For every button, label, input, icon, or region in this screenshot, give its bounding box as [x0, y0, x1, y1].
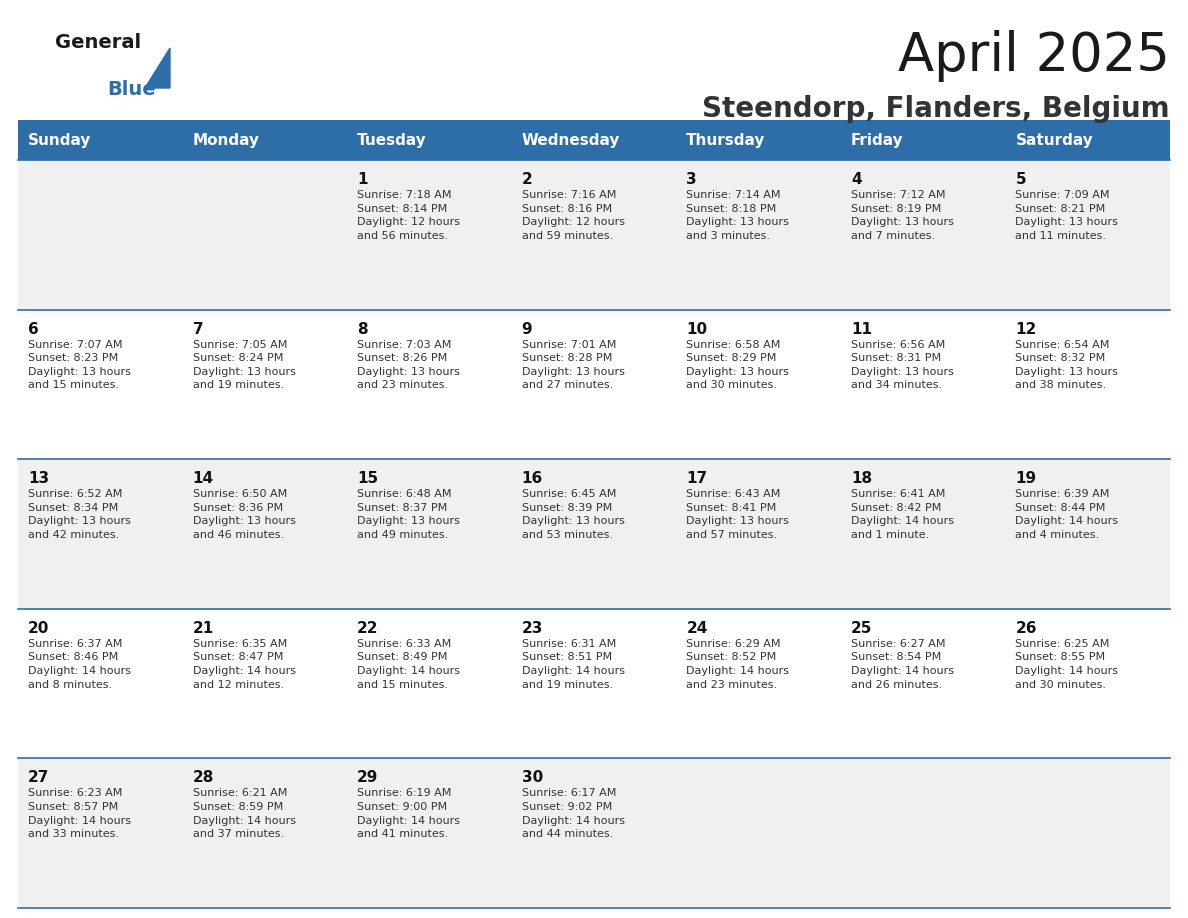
Text: 14: 14: [192, 471, 214, 487]
Bar: [18, 120, 1170, 160]
Text: 9: 9: [522, 321, 532, 337]
Text: Sunrise: 6:25 AM
Sunset: 8:55 PM
Daylight: 14 hours
and 30 minutes.: Sunrise: 6:25 AM Sunset: 8:55 PM Dayligh…: [1016, 639, 1118, 689]
Text: April 2025: April 2025: [898, 30, 1170, 82]
Text: Sunday: Sunday: [29, 132, 91, 148]
Text: 1: 1: [358, 172, 367, 187]
Text: Blue: Blue: [107, 80, 156, 99]
Text: Sunrise: 7:07 AM
Sunset: 8:23 PM
Daylight: 13 hours
and 15 minutes.: Sunrise: 7:07 AM Sunset: 8:23 PM Dayligh…: [29, 340, 131, 390]
Text: 24: 24: [687, 621, 708, 636]
Bar: [18, 758, 1170, 908]
Text: Saturday: Saturday: [1016, 132, 1093, 148]
Text: Friday: Friday: [851, 132, 904, 148]
Text: Wednesday: Wednesday: [522, 132, 620, 148]
Text: 22: 22: [358, 621, 379, 636]
Text: Sunrise: 6:39 AM
Sunset: 8:44 PM
Daylight: 14 hours
and 4 minutes.: Sunrise: 6:39 AM Sunset: 8:44 PM Dayligh…: [1016, 489, 1118, 540]
Bar: [18, 309, 1170, 459]
Text: 7: 7: [192, 321, 203, 337]
Text: Sunrise: 7:09 AM
Sunset: 8:21 PM
Daylight: 13 hours
and 11 minutes.: Sunrise: 7:09 AM Sunset: 8:21 PM Dayligh…: [1016, 190, 1118, 241]
Text: Sunrise: 6:58 AM
Sunset: 8:29 PM
Daylight: 13 hours
and 30 minutes.: Sunrise: 6:58 AM Sunset: 8:29 PM Dayligh…: [687, 340, 789, 390]
Text: Sunrise: 6:31 AM
Sunset: 8:51 PM
Daylight: 14 hours
and 19 minutes.: Sunrise: 6:31 AM Sunset: 8:51 PM Dayligh…: [522, 639, 625, 689]
Text: Monday: Monday: [192, 132, 259, 148]
Text: 2: 2: [522, 172, 532, 187]
Text: 4: 4: [851, 172, 861, 187]
Text: 3: 3: [687, 172, 697, 187]
Text: Sunrise: 6:23 AM
Sunset: 8:57 PM
Daylight: 14 hours
and 33 minutes.: Sunrise: 6:23 AM Sunset: 8:57 PM Dayligh…: [29, 789, 131, 839]
Text: 20: 20: [29, 621, 50, 636]
Text: 26: 26: [1016, 621, 1037, 636]
Text: 25: 25: [851, 621, 872, 636]
Text: Steendorp, Flanders, Belgium: Steendorp, Flanders, Belgium: [702, 95, 1170, 123]
Text: Sunrise: 6:17 AM
Sunset: 9:02 PM
Daylight: 14 hours
and 44 minutes.: Sunrise: 6:17 AM Sunset: 9:02 PM Dayligh…: [522, 789, 625, 839]
Text: 30: 30: [522, 770, 543, 786]
Text: Sunrise: 6:37 AM
Sunset: 8:46 PM
Daylight: 14 hours
and 8 minutes.: Sunrise: 6:37 AM Sunset: 8:46 PM Dayligh…: [29, 639, 131, 689]
Text: 29: 29: [358, 770, 379, 786]
Text: Sunrise: 6:43 AM
Sunset: 8:41 PM
Daylight: 13 hours
and 57 minutes.: Sunrise: 6:43 AM Sunset: 8:41 PM Dayligh…: [687, 489, 789, 540]
Text: 13: 13: [29, 471, 49, 487]
Text: 19: 19: [1016, 471, 1037, 487]
Text: 17: 17: [687, 471, 707, 487]
Text: 27: 27: [29, 770, 50, 786]
Text: Sunrise: 6:41 AM
Sunset: 8:42 PM
Daylight: 14 hours
and 1 minute.: Sunrise: 6:41 AM Sunset: 8:42 PM Dayligh…: [851, 489, 954, 540]
Text: 11: 11: [851, 321, 872, 337]
Text: Sunrise: 7:12 AM
Sunset: 8:19 PM
Daylight: 13 hours
and 7 minutes.: Sunrise: 7:12 AM Sunset: 8:19 PM Dayligh…: [851, 190, 954, 241]
Text: 15: 15: [358, 471, 378, 487]
Text: Sunrise: 6:27 AM
Sunset: 8:54 PM
Daylight: 14 hours
and 26 minutes.: Sunrise: 6:27 AM Sunset: 8:54 PM Dayligh…: [851, 639, 954, 689]
Text: 6: 6: [29, 321, 39, 337]
Text: Sunrise: 7:01 AM
Sunset: 8:28 PM
Daylight: 13 hours
and 27 minutes.: Sunrise: 7:01 AM Sunset: 8:28 PM Dayligh…: [522, 340, 625, 390]
Text: Sunrise: 7:14 AM
Sunset: 8:18 PM
Daylight: 13 hours
and 3 minutes.: Sunrise: 7:14 AM Sunset: 8:18 PM Dayligh…: [687, 190, 789, 241]
Text: Sunrise: 6:48 AM
Sunset: 8:37 PM
Daylight: 13 hours
and 49 minutes.: Sunrise: 6:48 AM Sunset: 8:37 PM Dayligh…: [358, 489, 460, 540]
Text: 23: 23: [522, 621, 543, 636]
Text: 12: 12: [1016, 321, 1037, 337]
Text: Sunrise: 6:29 AM
Sunset: 8:52 PM
Daylight: 14 hours
and 23 minutes.: Sunrise: 6:29 AM Sunset: 8:52 PM Dayligh…: [687, 639, 789, 689]
Text: Sunrise: 6:21 AM
Sunset: 8:59 PM
Daylight: 14 hours
and 37 minutes.: Sunrise: 6:21 AM Sunset: 8:59 PM Dayligh…: [192, 789, 296, 839]
Text: Sunrise: 6:52 AM
Sunset: 8:34 PM
Daylight: 13 hours
and 42 minutes.: Sunrise: 6:52 AM Sunset: 8:34 PM Dayligh…: [29, 489, 131, 540]
Text: Sunrise: 6:33 AM
Sunset: 8:49 PM
Daylight: 14 hours
and 15 minutes.: Sunrise: 6:33 AM Sunset: 8:49 PM Dayligh…: [358, 639, 460, 689]
Text: Sunrise: 7:16 AM
Sunset: 8:16 PM
Daylight: 12 hours
and 59 minutes.: Sunrise: 7:16 AM Sunset: 8:16 PM Dayligh…: [522, 190, 625, 241]
Text: Sunrise: 7:05 AM
Sunset: 8:24 PM
Daylight: 13 hours
and 19 minutes.: Sunrise: 7:05 AM Sunset: 8:24 PM Dayligh…: [192, 340, 296, 390]
Text: Sunrise: 6:35 AM
Sunset: 8:47 PM
Daylight: 14 hours
and 12 minutes.: Sunrise: 6:35 AM Sunset: 8:47 PM Dayligh…: [192, 639, 296, 689]
Text: 28: 28: [192, 770, 214, 786]
Text: 16: 16: [522, 471, 543, 487]
Text: 8: 8: [358, 321, 368, 337]
Bar: [18, 609, 1170, 758]
Bar: [18, 459, 1170, 609]
Text: Sunrise: 6:56 AM
Sunset: 8:31 PM
Daylight: 13 hours
and 34 minutes.: Sunrise: 6:56 AM Sunset: 8:31 PM Dayligh…: [851, 340, 954, 390]
Bar: [18, 160, 1170, 309]
Text: Sunrise: 6:19 AM
Sunset: 9:00 PM
Daylight: 14 hours
and 41 minutes.: Sunrise: 6:19 AM Sunset: 9:00 PM Dayligh…: [358, 789, 460, 839]
Text: Sunrise: 6:45 AM
Sunset: 8:39 PM
Daylight: 13 hours
and 53 minutes.: Sunrise: 6:45 AM Sunset: 8:39 PM Dayligh…: [522, 489, 625, 540]
Text: Thursday: Thursday: [687, 132, 765, 148]
Text: Tuesday: Tuesday: [358, 132, 426, 148]
Polygon shape: [145, 48, 170, 88]
Text: 18: 18: [851, 471, 872, 487]
Text: Sunrise: 7:03 AM
Sunset: 8:26 PM
Daylight: 13 hours
and 23 minutes.: Sunrise: 7:03 AM Sunset: 8:26 PM Dayligh…: [358, 340, 460, 390]
Text: Sunrise: 7:18 AM
Sunset: 8:14 PM
Daylight: 12 hours
and 56 minutes.: Sunrise: 7:18 AM Sunset: 8:14 PM Dayligh…: [358, 190, 460, 241]
Text: 21: 21: [192, 621, 214, 636]
Text: General: General: [55, 33, 141, 52]
Text: 10: 10: [687, 321, 707, 337]
Bar: [18, 120, 1170, 124]
Text: Sunrise: 6:54 AM
Sunset: 8:32 PM
Daylight: 13 hours
and 38 minutes.: Sunrise: 6:54 AM Sunset: 8:32 PM Dayligh…: [1016, 340, 1118, 390]
Text: 5: 5: [1016, 172, 1026, 187]
Text: Sunrise: 6:50 AM
Sunset: 8:36 PM
Daylight: 13 hours
and 46 minutes.: Sunrise: 6:50 AM Sunset: 8:36 PM Dayligh…: [192, 489, 296, 540]
